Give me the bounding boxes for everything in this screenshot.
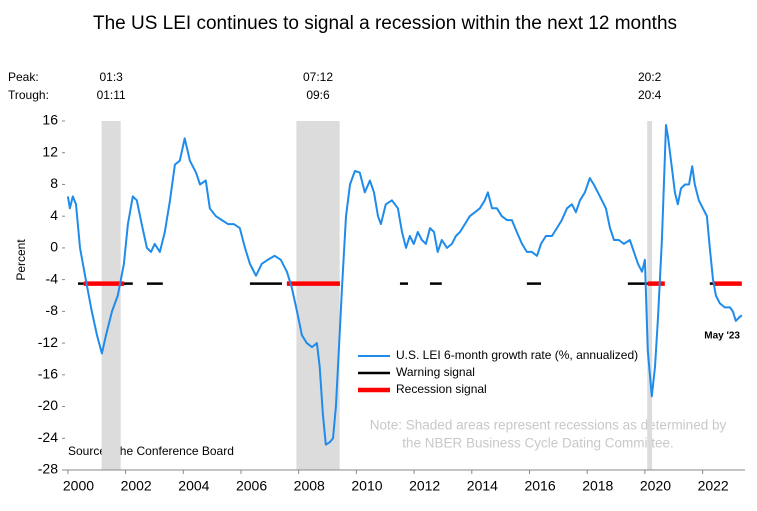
- recession-trough: 01:11: [97, 88, 126, 102]
- x-tick-label: 2020: [640, 478, 671, 494]
- note: Note: Shaded areas represent recessions …: [370, 418, 727, 433]
- recession-shade: [647, 121, 653, 470]
- recession-shade: [296, 121, 340, 470]
- x-tick-label: 2004: [178, 478, 209, 494]
- recession-shade: [101, 121, 121, 470]
- y-tick-label: -12: [38, 334, 58, 350]
- recession-peak: 20:2: [638, 70, 662, 84]
- x-tick-label: 2018: [582, 478, 613, 494]
- note: the NBER Business Cycle Dating Committee…: [402, 436, 674, 451]
- end-label: May '23: [704, 331, 740, 342]
- y-tick-label: -28: [38, 461, 58, 477]
- y-tick-label: 4: [50, 207, 58, 223]
- y-tick-label: 12: [42, 143, 58, 159]
- source: Source: The Conference Board: [68, 444, 234, 458]
- x-tick-label: 2008: [294, 478, 325, 494]
- y-tick-label: -16: [38, 366, 58, 382]
- x-tick-label: 2000: [63, 478, 94, 494]
- legend-label: U.S. LEI 6-month growth rate (%, annuali…: [396, 348, 638, 362]
- y-tick-label: -8: [46, 302, 59, 318]
- recession-peak: 01:3: [99, 70, 123, 84]
- data-line: [66, 124, 743, 446]
- y-tick-label: 8: [50, 175, 58, 191]
- y-tick-label: 0: [50, 239, 58, 255]
- chart-title: The US LEI continues to signal a recessi…: [93, 13, 677, 34]
- trough-label: Trough:: [8, 88, 49, 102]
- legend-label: Recession signal: [396, 382, 487, 396]
- y-tick-label: -20: [38, 397, 58, 413]
- x-tick-label: 2006: [236, 478, 267, 494]
- x-tick-label: 2012: [409, 478, 440, 494]
- recession-trough: 09:6: [306, 88, 330, 102]
- y-tick-label: 16: [42, 112, 58, 128]
- recession-peak: 07:12: [303, 70, 333, 84]
- x-tick-label: 2014: [467, 478, 498, 494]
- x-tick-label: 2010: [351, 478, 382, 494]
- x-tick-label: 2002: [121, 478, 152, 494]
- recession-trough: 20:4: [638, 88, 662, 102]
- y-tick-label: -4: [46, 270, 59, 286]
- y-tick-label: -24: [38, 429, 58, 445]
- legend-label: Warning signal: [396, 365, 475, 379]
- x-tick-label: 2022: [698, 478, 729, 494]
- peak-label: Peak:: [8, 70, 39, 84]
- y-axis-label: Percent: [14, 239, 28, 281]
- x-tick-label: 2016: [524, 478, 555, 494]
